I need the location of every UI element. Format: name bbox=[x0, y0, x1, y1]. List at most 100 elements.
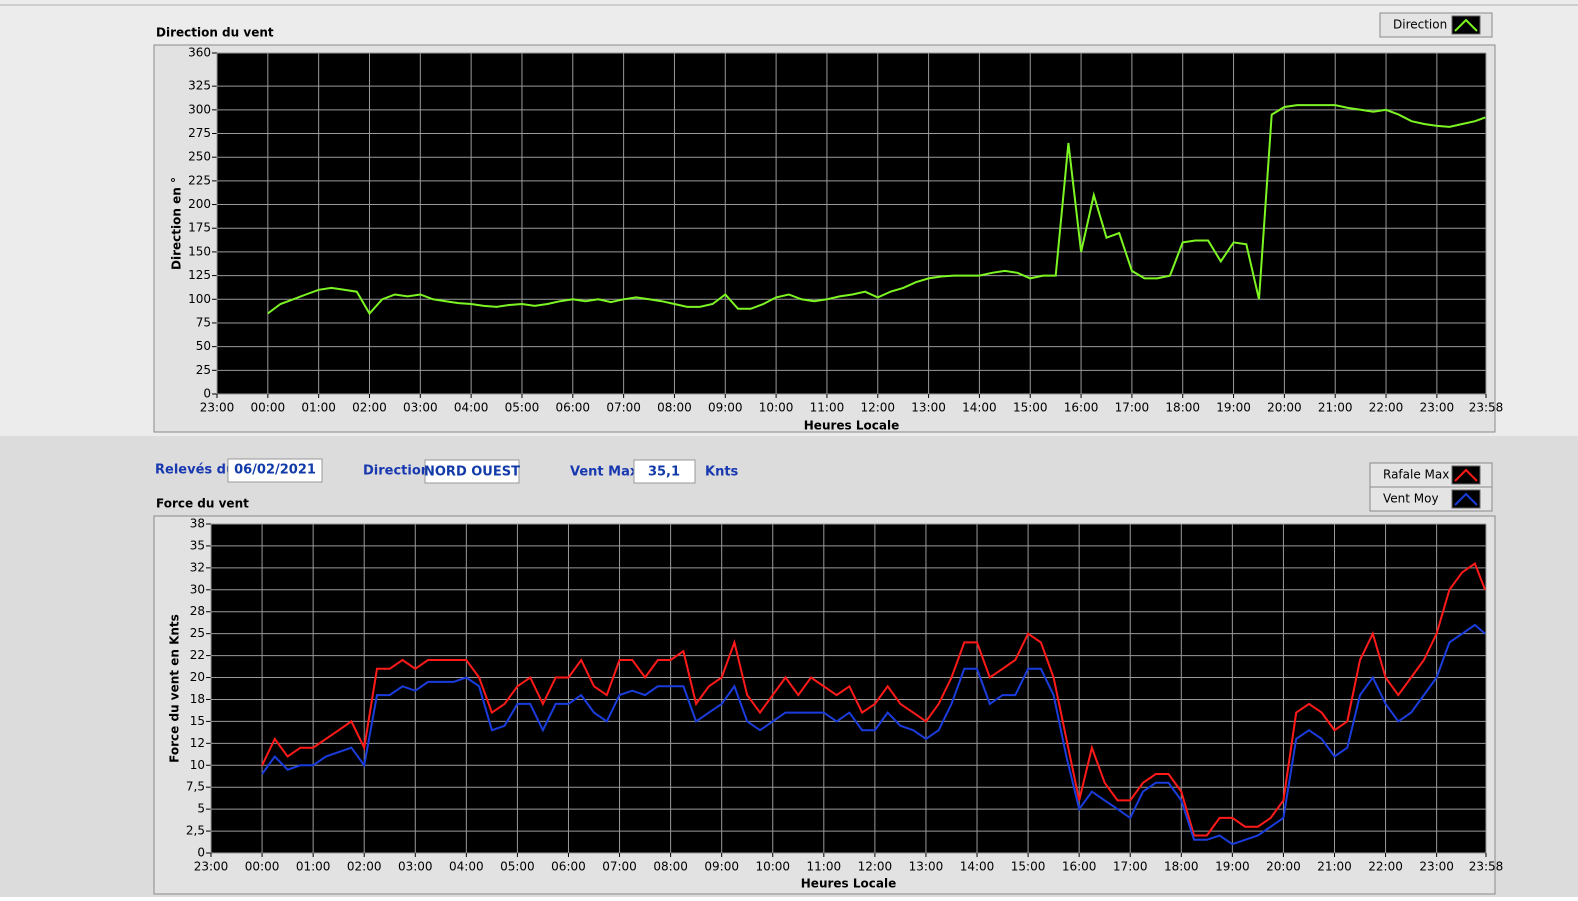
legend-label: Vent Moy bbox=[1383, 492, 1439, 506]
x-tick-label: 09:00 bbox=[708, 401, 743, 415]
y-tick-label: 50 bbox=[196, 339, 211, 353]
legend-swatch bbox=[1451, 489, 1481, 509]
x-tick-label: 18:00 bbox=[1165, 401, 1200, 415]
x-tick-label: 22:00 bbox=[1368, 860, 1403, 874]
legend-swatch bbox=[1451, 465, 1481, 485]
x-tick-label: 17:00 bbox=[1113, 860, 1148, 874]
x-tick-label: 19:00 bbox=[1216, 401, 1251, 415]
date-label: Relevés du bbox=[155, 463, 235, 478]
x-tick-label: 23:00 bbox=[200, 401, 235, 415]
x-tick-label: 14:00 bbox=[962, 401, 997, 415]
x-tick-label: 10:00 bbox=[755, 860, 790, 874]
y-tick-label: 275 bbox=[188, 126, 211, 140]
y-tick-label: 7,5 bbox=[186, 780, 205, 794]
x-tick-label: 04:00 bbox=[454, 401, 489, 415]
vent-max-label: Vent Max bbox=[570, 465, 639, 480]
x-tick-label: 14:00 bbox=[960, 860, 995, 874]
chart-title: Force du vent bbox=[156, 497, 249, 511]
x-tick-label: 08:00 bbox=[653, 860, 688, 874]
x-tick-label: 23:00 bbox=[1419, 860, 1454, 874]
y-tick-label: 0 bbox=[203, 387, 211, 401]
legend-symbol bbox=[1454, 18, 1478, 32]
date-value: 06/02/2021 bbox=[234, 463, 316, 478]
x-tick-label: 20:00 bbox=[1266, 860, 1301, 874]
y-tick-label: 125 bbox=[188, 268, 211, 282]
x-axis-label: Heures Locale bbox=[804, 419, 899, 433]
x-tick-label: 15:00 bbox=[1013, 401, 1048, 415]
x-tick-label: 19:00 bbox=[1215, 860, 1250, 874]
direction-field[interactable] bbox=[424, 459, 520, 484]
x-tick-label: 02:00 bbox=[352, 401, 387, 415]
x-tick-label: 16:00 bbox=[1064, 401, 1099, 415]
x-tick-label: 09:00 bbox=[704, 860, 739, 874]
data-line bbox=[267, 104, 1486, 316]
legend-symbol bbox=[1454, 468, 1478, 482]
legend-swatch bbox=[1451, 15, 1481, 35]
x-tick-label: 01:00 bbox=[301, 401, 336, 415]
x-tick-label: 23:58 bbox=[1469, 860, 1504, 874]
x-tick-label: 11:00 bbox=[810, 401, 845, 415]
y-tick-label: 10 bbox=[190, 758, 205, 772]
x-tick-label: 06:00 bbox=[555, 401, 590, 415]
x-tick-label: 10:00 bbox=[759, 401, 794, 415]
x-tick-label: 08:00 bbox=[657, 401, 692, 415]
x-tick-label: 07:00 bbox=[606, 401, 641, 415]
y-tick-label: 175 bbox=[188, 221, 211, 235]
x-tick-label: 05:00 bbox=[505, 401, 540, 415]
x-tick-label: 17:00 bbox=[1115, 401, 1150, 415]
x-tick-label: 15:00 bbox=[1011, 860, 1046, 874]
data-line bbox=[261, 623, 1486, 846]
x-axis-label: Heures Locale bbox=[801, 877, 896, 891]
direction-value: NORD OUEST bbox=[424, 465, 520, 480]
unit-label: Knts bbox=[705, 465, 739, 480]
y-tick-label: 12 bbox=[190, 736, 205, 750]
y-tick-label: 325 bbox=[188, 79, 211, 93]
date-field[interactable] bbox=[227, 458, 323, 483]
y-tick-label: 35 bbox=[190, 538, 205, 552]
y-tick-label: 20 bbox=[190, 670, 205, 684]
legend-label: Rafale Max bbox=[1383, 468, 1449, 482]
x-tick-label: 21:00 bbox=[1317, 860, 1352, 874]
plot-area bbox=[217, 53, 1486, 394]
legend-symbol bbox=[1454, 492, 1478, 506]
plot-area bbox=[211, 524, 1486, 853]
y-tick-label: 0 bbox=[197, 846, 205, 860]
x-tick-label: 23:58 bbox=[1469, 401, 1504, 415]
data-line bbox=[261, 561, 1487, 837]
y-axis-label: Direction en ° bbox=[170, 177, 184, 270]
x-tick-label: 18:00 bbox=[1164, 860, 1199, 874]
y-tick-label: 150 bbox=[188, 244, 211, 258]
y-tick-label: 38 bbox=[190, 517, 205, 531]
y-tick-label: 225 bbox=[188, 173, 211, 187]
y-tick-label: 25 bbox=[196, 363, 211, 377]
y-tick-label: 5 bbox=[197, 802, 205, 816]
x-tick-label: 12:00 bbox=[858, 860, 893, 874]
x-tick-label: 02:00 bbox=[347, 860, 382, 874]
x-tick-label: 03:00 bbox=[398, 860, 433, 874]
x-tick-label: 16:00 bbox=[1062, 860, 1097, 874]
x-tick-label: 05:00 bbox=[500, 860, 535, 874]
y-tick-label: 32 bbox=[190, 560, 205, 574]
x-tick-label: 04:00 bbox=[449, 860, 484, 874]
x-tick-label: 11:00 bbox=[807, 860, 842, 874]
y-tick-label: 18 bbox=[190, 692, 205, 706]
y-tick-label: 200 bbox=[188, 197, 211, 211]
y-tick-label: 250 bbox=[188, 150, 211, 164]
x-tick-label: 13:00 bbox=[911, 401, 946, 415]
x-tick-label: 03:00 bbox=[403, 401, 438, 415]
x-tick-label: 20:00 bbox=[1267, 401, 1302, 415]
y-tick-label: 2,5 bbox=[186, 824, 205, 838]
x-tick-label: 21:00 bbox=[1318, 401, 1353, 415]
y-tick-label: 75 bbox=[196, 315, 211, 329]
y-tick-label: 100 bbox=[188, 292, 211, 306]
x-tick-label: 23:00 bbox=[194, 860, 229, 874]
vent-max-field[interactable] bbox=[633, 459, 696, 484]
x-tick-label: 12:00 bbox=[860, 401, 895, 415]
x-tick-label: 22:00 bbox=[1369, 401, 1404, 415]
direction-label: Direction bbox=[363, 464, 430, 479]
y-tick-label: 15 bbox=[190, 714, 205, 728]
y-tick-label: 30 bbox=[190, 582, 205, 596]
legend-label: Direction bbox=[1393, 18, 1447, 32]
y-tick-label: 25 bbox=[190, 626, 205, 640]
